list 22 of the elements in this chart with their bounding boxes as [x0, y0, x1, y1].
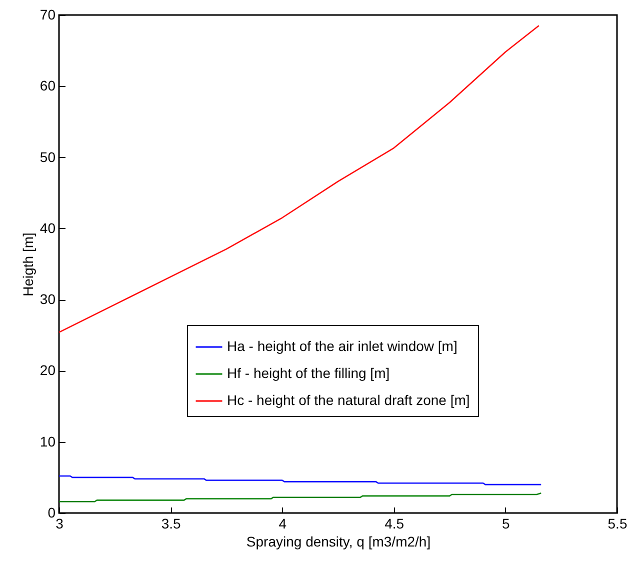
y-tick-label: 60 — [40, 78, 56, 94]
x-tick-label: 5.5 — [608, 516, 628, 532]
y-axis-title: Heigth [m] — [20, 232, 36, 296]
y-tick-label: 30 — [40, 291, 56, 308]
x-axis-title: Spraying density, q [m3/m2/h] — [246, 534, 431, 550]
x-tick-label: 3.5 — [161, 516, 182, 532]
x-tick-label: 4.5 — [384, 516, 404, 532]
y-tick-label: 50 — [40, 148, 56, 165]
legend-label: Hf - height of the filling [m] — [227, 365, 390, 381]
x-tick-label: 4 — [278, 516, 287, 532]
y-tick-label: 10 — [40, 433, 56, 450]
x-tick-label: 5 — [502, 516, 510, 532]
line-series — [58, 25, 540, 333]
x-tick-label: 3 — [56, 516, 64, 532]
legend-label: Hc - height of the natural draft zone [m] — [227, 392, 470, 408]
y-tick-label: 20 — [40, 362, 56, 378]
y-tick-label: 40 — [40, 220, 56, 236]
y-tick-label: 70 — [40, 6, 56, 22]
y-tick-label: 0 — [48, 504, 56, 520]
legend-label: Ha - height of the air inlet window [m] — [227, 338, 458, 354]
line-series — [58, 475, 542, 486]
line-series — [58, 492, 542, 502]
